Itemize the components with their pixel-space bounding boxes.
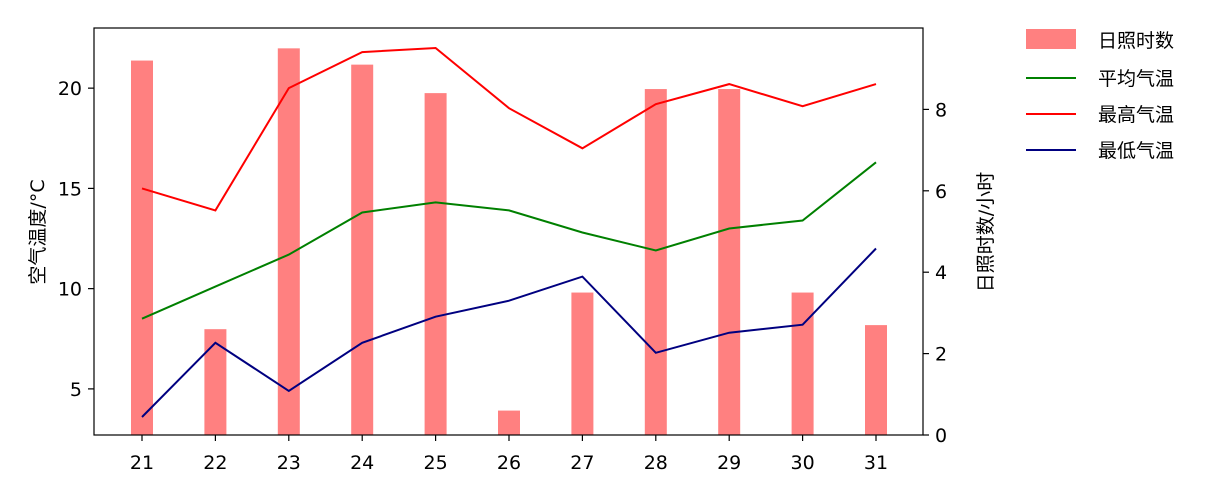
- line-average-temp: [141, 161, 877, 320]
- x-tick-label: 23: [277, 452, 301, 474]
- line-max-temp: [141, 46, 877, 212]
- bar-sunshine-28: [644, 89, 667, 436]
- lines-layer: [141, 46, 877, 418]
- y-left-tick-label: 5: [70, 379, 82, 401]
- legend-label-min-temp: 最低气温: [1098, 140, 1174, 162]
- bars-layer: [131, 48, 887, 436]
- x-tick-label: 27: [570, 452, 594, 474]
- x-tick-label: 22: [203, 452, 227, 474]
- x-tick-label: 28: [644, 452, 668, 474]
- y-axis-right: 0 2 4 6 8: [923, 99, 947, 447]
- y-axis-left: 5 10 15 20: [58, 78, 94, 401]
- bar-sunshine-26: [498, 410, 520, 435]
- y-right-tick-label: 0: [935, 425, 947, 447]
- x-axis: 21 22 23 24 25 26 27 28 29 30 31: [130, 435, 888, 474]
- x-tick-label: 24: [350, 452, 374, 474]
- bar-sunshine-29: [718, 89, 741, 436]
- x-tick-label: 21: [130, 452, 154, 474]
- legend-swatch-sunshine: [1026, 29, 1076, 49]
- line-min-temp: [141, 247, 877, 418]
- x-tick-label: 26: [497, 452, 521, 474]
- legend-label-max-temp: 最高气温: [1098, 104, 1174, 126]
- y-right-tick-label: 8: [935, 99, 947, 121]
- x-tick-label: 25: [424, 452, 448, 474]
- y-left-tick-label: 20: [58, 78, 82, 100]
- y-axis-right-label: 日照时数/小时: [975, 172, 997, 292]
- bar-sunshine-31: [865, 325, 887, 435]
- x-tick-label: 29: [717, 452, 741, 474]
- bar-sunshine-30: [791, 292, 814, 435]
- bar-sunshine-21: [131, 60, 153, 436]
- x-tick-label: 30: [791, 452, 815, 474]
- bar-sunshine-27: [571, 292, 594, 435]
- bar-sunshine-23: [277, 48, 300, 435]
- y-right-tick-label: 6: [935, 181, 947, 203]
- bar-sunshine-22: [204, 329, 227, 435]
- bar-sunshine-24: [351, 64, 374, 435]
- y-axis-left-label: 空气温度/°C: [27, 179, 49, 284]
- y-right-tick-label: 4: [935, 262, 947, 284]
- bar-sunshine-25: [424, 93, 447, 436]
- y-right-tick-label: 2: [935, 344, 947, 366]
- x-tick-label: 31: [864, 452, 888, 474]
- legend-label-average-temp: 平均气温: [1098, 68, 1174, 90]
- y-left-tick-label: 10: [58, 279, 82, 301]
- y-left-tick-label: 15: [58, 178, 82, 200]
- legend-label-sunshine: 日照时数: [1098, 30, 1174, 52]
